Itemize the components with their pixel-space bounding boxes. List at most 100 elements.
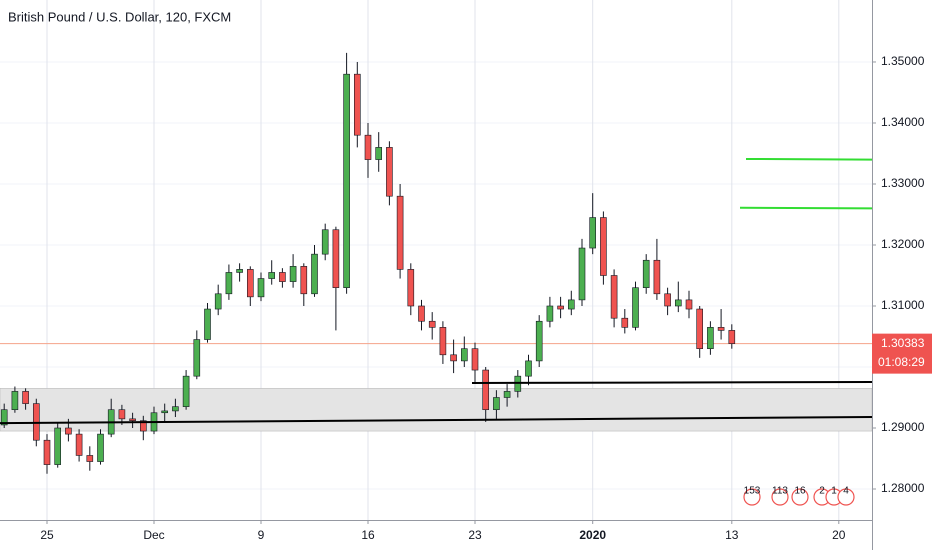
- trendline: [471, 381, 873, 384]
- candle-body: [97, 433, 104, 462]
- x-tick-label: 13: [725, 528, 739, 542]
- candle-body: [86, 455, 94, 462]
- candle-body: [632, 287, 639, 328]
- candle-body: [557, 305, 564, 310]
- candle-body: [653, 259, 661, 295]
- candle-body: [674, 299, 682, 307]
- candle-body: [460, 348, 468, 362]
- x-tick-label: Dec: [143, 528, 164, 542]
- event-marker-label: 16: [794, 486, 806, 497]
- event-marker-label: 1: [831, 486, 837, 497]
- candle-body: [343, 73, 350, 288]
- candle-body: [482, 369, 490, 411]
- event-marker-label: 153: [744, 486, 761, 497]
- candle-body: [707, 327, 714, 350]
- candle-body: [118, 409, 126, 420]
- candle-body: [268, 272, 276, 279]
- candle-body: [332, 229, 340, 288]
- last-price-box: [872, 333, 932, 374]
- candle-body: [696, 308, 704, 350]
- candle-body: [247, 269, 254, 298]
- candle-body: [589, 217, 597, 249]
- candle-body: [65, 427, 72, 435]
- y-tick-label: 1.31000: [881, 298, 925, 312]
- countdown: 01:08:29: [878, 355, 925, 369]
- trendline: [739, 206, 873, 210]
- y-tick-label: 1.35000: [881, 54, 925, 68]
- candle-body: [22, 391, 29, 404]
- candle-body: [664, 293, 671, 307]
- candle-body: [503, 391, 511, 398]
- x-tick-label: 25: [40, 528, 54, 542]
- candle-body: [182, 375, 190, 407]
- candle-body: [161, 410, 168, 414]
- candle-body: [471, 348, 479, 371]
- last-price-label: 1.30383: [881, 336, 925, 350]
- candle-body: [140, 420, 147, 432]
- event-marker: [771, 488, 789, 506]
- chart-title: British Pound / U.S. Dollar, 120, FXCM: [8, 9, 231, 24]
- candle-body: [364, 134, 372, 160]
- y-tick-label: 1.28000: [881, 481, 925, 495]
- grid: [0, 0, 872, 520]
- candle-body: [300, 266, 308, 295]
- candle-body: [279, 272, 286, 282]
- candle-body: [353, 73, 361, 136]
- candle-body: [43, 439, 51, 465]
- x-tick-label: 9: [258, 528, 265, 542]
- candle-body: [600, 217, 607, 276]
- candle-body: [75, 433, 83, 456]
- candle-body: [439, 327, 447, 356]
- candle-body: [642, 259, 650, 288]
- candle-body: [610, 275, 618, 319]
- candle-body: [311, 253, 318, 295]
- candle-body: [129, 418, 136, 421]
- axes: 1.280001.290001.300001.310001.320001.330…: [40, 54, 932, 542]
- event-marker-label: 2: [819, 486, 825, 497]
- candle-body: [204, 308, 211, 340]
- candle-body: [236, 269, 243, 273]
- candle-body: [525, 360, 532, 377]
- candle-body: [407, 269, 415, 307]
- candle-body: [54, 427, 62, 465]
- candle-body: [717, 327, 725, 331]
- y-tick-label: 1.29000: [881, 420, 925, 434]
- y-tick-label: 1.34000: [881, 115, 925, 129]
- candle-body: [450, 354, 457, 362]
- candle-body: [386, 147, 393, 197]
- candle-body: [214, 293, 222, 310]
- candle-body: [493, 397, 500, 411]
- trendline: [0, 416, 873, 425]
- event-marker: [837, 488, 855, 506]
- candle-body: [0, 409, 8, 426]
- candle-body: [621, 317, 629, 328]
- candle-body: [396, 195, 404, 270]
- candle-body: [289, 266, 297, 282]
- candle-body: [546, 305, 554, 322]
- candle-body: [685, 299, 693, 310]
- y-tick-label: 1.33000: [881, 176, 925, 190]
- x-tick-label: 20: [832, 528, 846, 542]
- event-marker: [791, 488, 809, 506]
- event-marker: [743, 488, 761, 506]
- candle-body: [193, 339, 201, 377]
- candle-body: [428, 320, 436, 328]
- candle-body: [257, 278, 265, 298]
- candle-body: [11, 391, 19, 411]
- trendline: [745, 157, 873, 161]
- x-tick-label: 2020: [579, 528, 606, 542]
- candle-body: [578, 247, 586, 301]
- candle-body: [321, 229, 329, 255]
- candle-body: [535, 320, 543, 362]
- y-tick-label: 1.32000: [881, 237, 925, 251]
- support-zone: [0, 388, 873, 432]
- candle-body: [375, 147, 383, 160]
- candle-body: [728, 330, 736, 344]
- x-tick-label: 16: [361, 528, 375, 542]
- candle-body: [567, 299, 575, 310]
- x-tick-label: 23: [468, 528, 482, 542]
- candle-body: [172, 406, 179, 412]
- plot-area: 153 113 16 2 1 4: [0, 52, 873, 506]
- candle-body: [418, 305, 425, 322]
